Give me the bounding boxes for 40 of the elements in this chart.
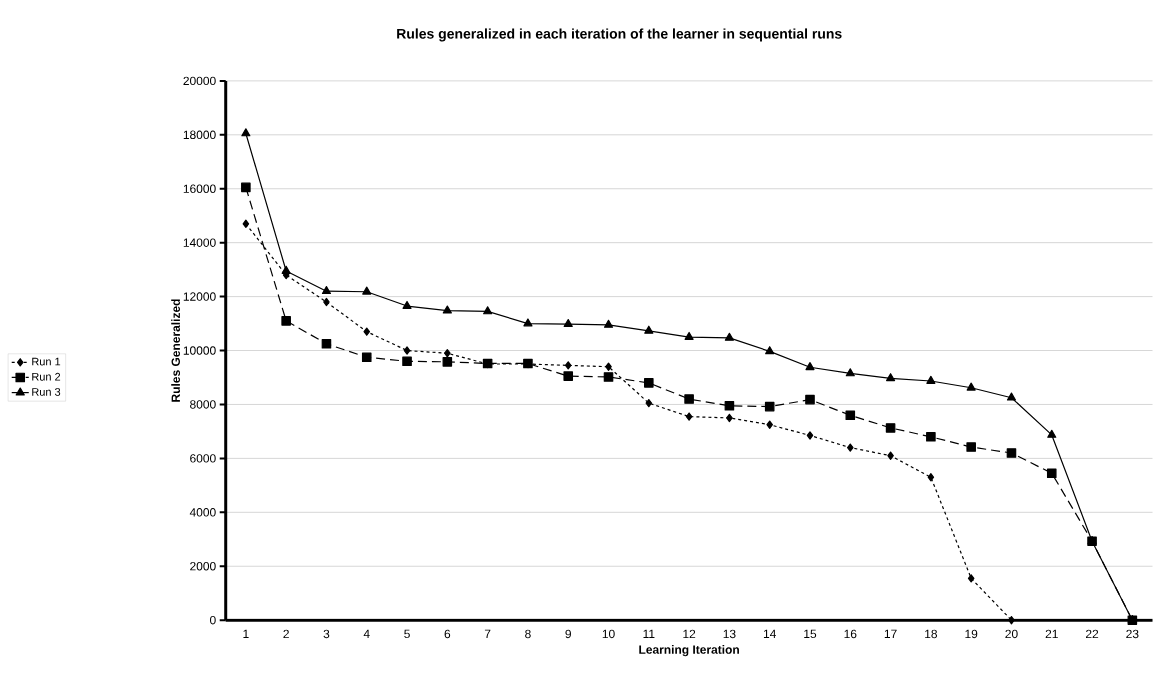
x-tick-label: 21 bbox=[1045, 629, 1058, 639]
x-tick-label: 15 bbox=[804, 629, 817, 639]
x-tick-label: 4 bbox=[363, 629, 370, 638]
y-tick-label: 4000 bbox=[189, 508, 216, 517]
y-axis-title: Rules Generalized bbox=[171, 299, 180, 402]
y-tick-label: 10000 bbox=[183, 346, 216, 355]
y-tick-label: 16000 bbox=[183, 184, 216, 193]
x-tick-label: 7 bbox=[484, 629, 491, 638]
x-tick-label: 9 bbox=[565, 629, 571, 639]
legend-label: Run 1 bbox=[32, 357, 61, 366]
y-tick-label: 18000 bbox=[183, 130, 216, 139]
x-tick-label: 18 bbox=[925, 629, 938, 639]
x-tick-label: 16 bbox=[844, 629, 857, 639]
y-tick-label: 8000 bbox=[190, 400, 216, 409]
legend-label: Run 3 bbox=[32, 387, 61, 396]
y-tick-label: 14000 bbox=[183, 238, 216, 247]
x-tick-label: 1 bbox=[243, 629, 249, 638]
y-tick-label: 0 bbox=[210, 615, 216, 625]
x-tick-label: 11 bbox=[643, 629, 655, 638]
x-tick-label: 12 bbox=[683, 629, 696, 639]
x-tick-label: 20 bbox=[1005, 629, 1018, 639]
chart-title: Rules generalized in each iteration of the learner in sequential runs bbox=[397, 28, 842, 42]
x-tick-label: 14 bbox=[763, 629, 777, 638]
x-tick-label: 22 bbox=[1085, 629, 1099, 639]
y-tick-label: 6000 bbox=[190, 454, 216, 463]
x-tick-label: 19 bbox=[965, 629, 978, 639]
x-tick-label: 6 bbox=[444, 629, 451, 639]
x-axis-title: Learning Iteration bbox=[639, 645, 739, 657]
y-tick-label: 2000 bbox=[190, 561, 216, 571]
x-tick-label: 10 bbox=[602, 629, 615, 639]
y-tick-label: 12000 bbox=[183, 292, 216, 301]
x-tick-label: 23 bbox=[1126, 629, 1139, 639]
x-tick-label: 13 bbox=[723, 629, 736, 639]
x-tick-label: 17 bbox=[884, 629, 897, 638]
legend-label: Run 2 bbox=[32, 372, 61, 381]
y-tick-label: 20000 bbox=[183, 76, 216, 86]
x-tick-label: 8 bbox=[525, 629, 531, 639]
x-tick-label: 2 bbox=[283, 629, 289, 639]
x-tick-label: 3 bbox=[323, 629, 330, 639]
x-tick-label: 5 bbox=[404, 629, 410, 639]
